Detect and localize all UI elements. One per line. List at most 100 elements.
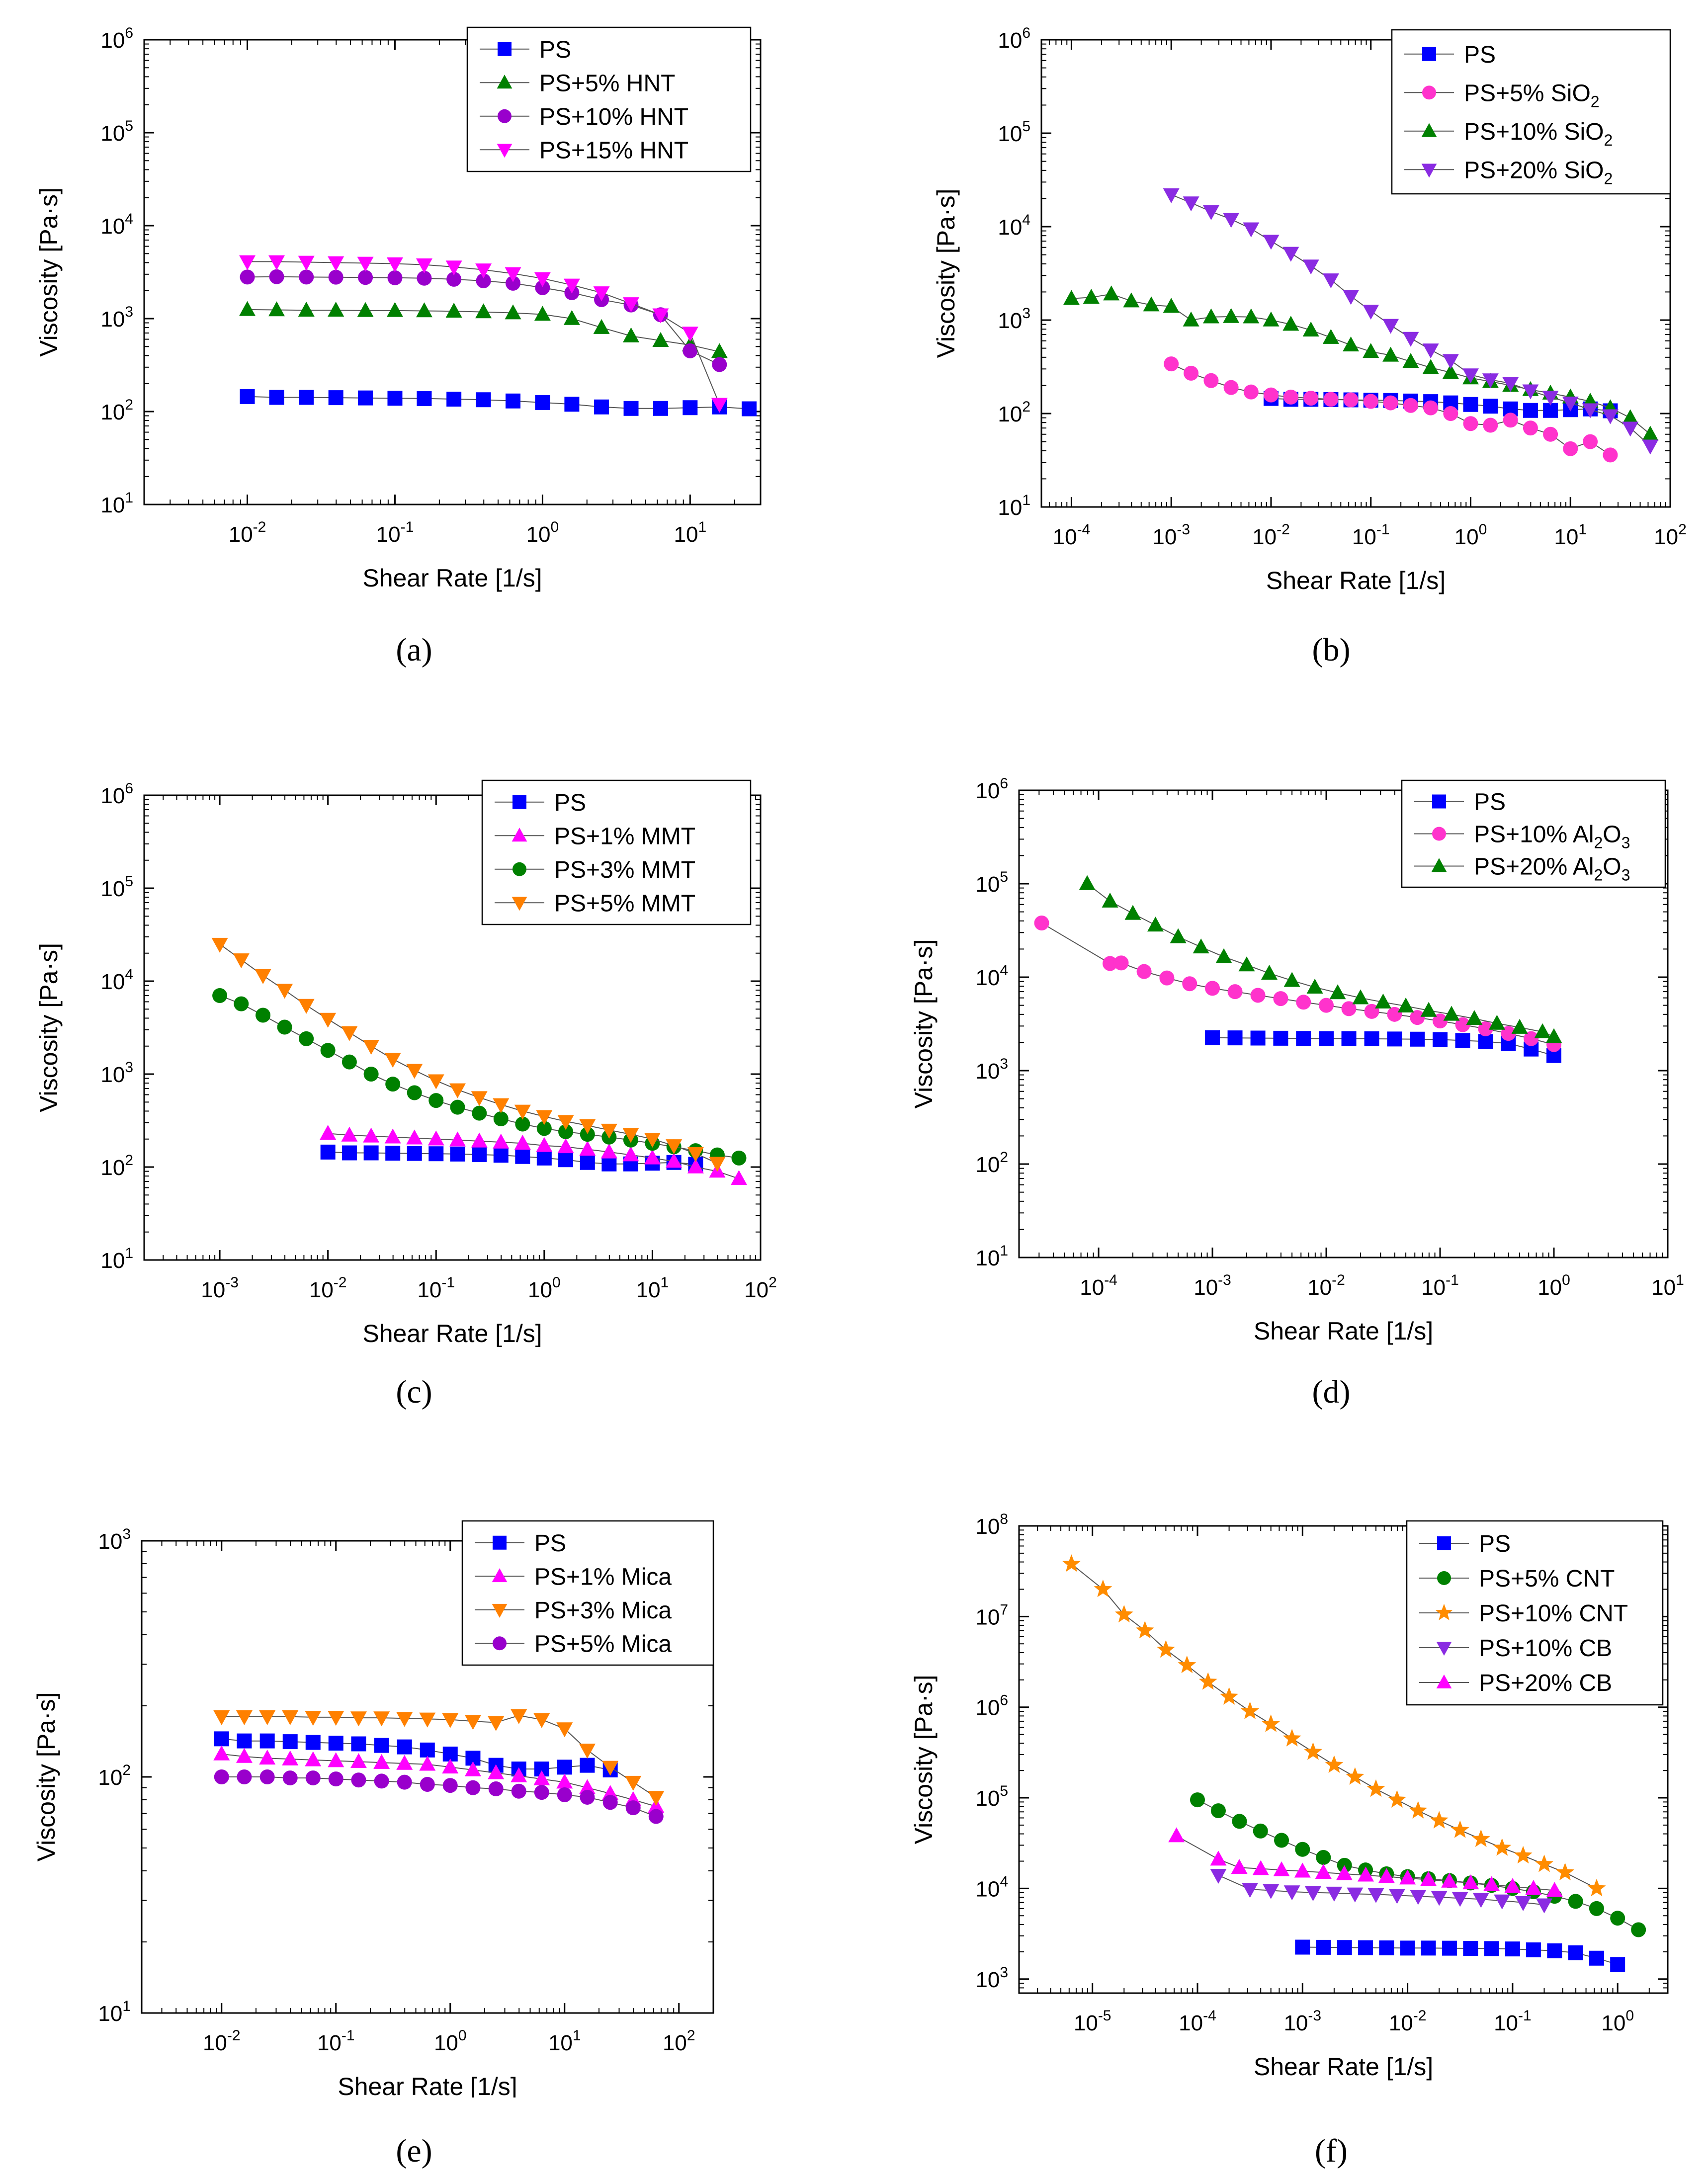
- data-point: [1433, 1032, 1448, 1047]
- x-tick-label: 10-2: [1389, 2008, 1427, 2035]
- data-point: [506, 275, 521, 291]
- series-0: [320, 1144, 703, 1172]
- data-point: [1374, 994, 1391, 1009]
- data-point: [417, 270, 432, 286]
- data-point: [305, 1770, 321, 1786]
- data-point: [579, 1779, 596, 1794]
- data-point: [1587, 1878, 1606, 1897]
- data-point: [493, 1133, 510, 1149]
- data-point: [277, 1019, 292, 1035]
- data-point: [1466, 1010, 1483, 1025]
- legend-marker: [498, 109, 512, 123]
- data-point: [1515, 1896, 1532, 1911]
- data-point: [476, 392, 491, 408]
- x-axis-title: Shear Rate [1/s]: [362, 1320, 542, 1347]
- y-tick-label: 104: [100, 966, 133, 994]
- data-point: [1462, 1874, 1479, 1890]
- series-0: [240, 389, 757, 417]
- series-2: [1079, 875, 1562, 1043]
- legend-marker: [512, 828, 527, 842]
- data-point: [476, 273, 491, 288]
- legend-marker: [512, 795, 526, 809]
- data-point: [1274, 1833, 1289, 1848]
- data-point: [373, 1754, 390, 1769]
- data-point: [406, 1064, 423, 1079]
- data-point: [1431, 1891, 1448, 1906]
- legend-box: [481, 779, 752, 925]
- legend-box: [1391, 29, 1671, 195]
- legend-marker: [1435, 1603, 1453, 1620]
- data-point: [515, 1149, 530, 1164]
- data-point: [1488, 1014, 1505, 1030]
- series-0: [1295, 1939, 1625, 1972]
- data-point: [328, 1771, 343, 1787]
- y-tick-label: 101: [998, 492, 1030, 520]
- data-point: [1387, 1790, 1406, 1808]
- data-point: [564, 397, 580, 412]
- series-line: [1218, 1874, 1544, 1906]
- data-point: [1296, 1031, 1311, 1046]
- data-point: [1358, 1866, 1374, 1882]
- data-point: [1114, 1605, 1133, 1623]
- y-tick-label: 101: [100, 490, 133, 517]
- data-point: [1503, 413, 1518, 428]
- data-point: [320, 1012, 337, 1028]
- data-point: [1178, 1655, 1196, 1674]
- x-tick-label: 100: [526, 519, 559, 547]
- data-point: [299, 390, 314, 405]
- legend-marker: [493, 1535, 507, 1550]
- data-point: [1323, 392, 1339, 407]
- data-point: [580, 1155, 595, 1170]
- data-point: [1062, 1554, 1081, 1572]
- data-point: [363, 1039, 380, 1055]
- data-point: [1136, 964, 1152, 979]
- data-point: [1283, 972, 1300, 987]
- data-point: [1442, 1940, 1457, 1956]
- y-tick-label: 102: [998, 399, 1030, 426]
- data-point: [282, 1750, 299, 1765]
- legend-marker: [1436, 1674, 1452, 1688]
- series-line: [1041, 923, 1554, 1045]
- legend-marker: [1436, 1642, 1452, 1656]
- legend-marker: [1422, 85, 1436, 100]
- data-point: [363, 1127, 380, 1143]
- data-point: [1302, 322, 1319, 337]
- data-point: [1514, 1845, 1533, 1864]
- data-point: [1227, 984, 1243, 1000]
- data-point: [557, 1787, 572, 1802]
- panel-label-c: (c): [396, 1374, 432, 1410]
- data-point: [666, 1139, 683, 1155]
- y-tick-label: 106: [100, 25, 133, 53]
- data-point: [1383, 395, 1398, 411]
- x-axis-title: Shear Rate [1/s]: [362, 564, 542, 592]
- data-point: [1215, 948, 1232, 963]
- data-point: [328, 1736, 343, 1751]
- data-point: [406, 1129, 423, 1145]
- data-point: [1238, 956, 1255, 972]
- data-point: [556, 1722, 573, 1738]
- data-point: [328, 1711, 344, 1726]
- legend: PS PS+5% SiO2 PS+10% SiO2 PS+20% SiO2: [1391, 29, 1671, 195]
- legend-label: PS+20% Al2O3: [1474, 854, 1630, 884]
- data-point: [1170, 928, 1187, 943]
- legend-label: PS+10% Al2O3: [1474, 822, 1630, 852]
- data-point: [1410, 1010, 1425, 1025]
- data-point: [1347, 1887, 1364, 1903]
- x-tick-label: 100: [528, 1274, 561, 1302]
- data-point: [1326, 1886, 1343, 1902]
- data-point: [625, 1800, 641, 1816]
- data-point: [386, 257, 403, 272]
- data-point: [259, 1733, 275, 1749]
- data-point: [1399, 1869, 1416, 1885]
- data-point: [580, 1789, 595, 1805]
- series-line: [1197, 1799, 1639, 1930]
- data-point: [666, 1153, 683, 1168]
- data-point: [1382, 319, 1399, 334]
- data-point: [357, 256, 374, 272]
- data-point: [1589, 1950, 1604, 1966]
- series-line: [328, 1151, 696, 1165]
- data-point: [579, 1141, 596, 1156]
- data-point: [1243, 384, 1259, 400]
- x-tick-label: 10-1: [376, 519, 414, 547]
- data-point: [1622, 409, 1639, 424]
